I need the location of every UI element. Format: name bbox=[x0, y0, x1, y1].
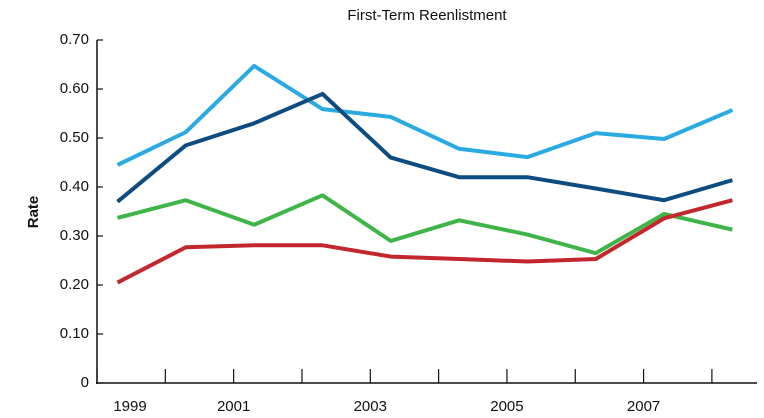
y-tick-label: 0 bbox=[81, 374, 89, 391]
chart-title: First-Term Reenlistment bbox=[347, 7, 507, 24]
y-tick-label: 0.60 bbox=[60, 80, 89, 97]
x-tick-label: 2007 bbox=[627, 398, 660, 415]
y-tick-label: 0.40 bbox=[60, 178, 89, 195]
x-tick-label: 2003 bbox=[354, 398, 387, 415]
y-tick-label: 0.20 bbox=[60, 276, 89, 293]
series-line bbox=[116, 193, 733, 256]
series-line bbox=[116, 91, 733, 204]
y-axis-label: Rate bbox=[25, 196, 42, 229]
x-tick-label: 2001 bbox=[217, 398, 250, 415]
x-tick-label: 2005 bbox=[490, 398, 523, 415]
y-tick-label: 0.30 bbox=[60, 227, 89, 244]
y-tick-label: 0.10 bbox=[60, 325, 89, 342]
x-tick-label: 1999 bbox=[113, 398, 146, 415]
series-line bbox=[116, 198, 733, 285]
y-tick-label: 0.50 bbox=[60, 129, 89, 146]
series-line bbox=[116, 63, 734, 167]
y-tick-label: 0.70 bbox=[60, 31, 89, 48]
